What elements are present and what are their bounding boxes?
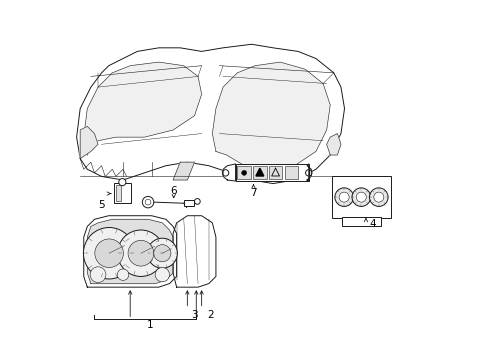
Polygon shape: [87, 219, 173, 284]
Polygon shape: [223, 164, 235, 181]
Circle shape: [194, 199, 200, 204]
Circle shape: [128, 240, 153, 266]
Circle shape: [369, 188, 387, 206]
Circle shape: [119, 179, 125, 186]
Circle shape: [155, 267, 169, 282]
Text: 6: 6: [170, 186, 177, 197]
Circle shape: [142, 197, 153, 208]
Polygon shape: [173, 216, 216, 287]
Circle shape: [339, 192, 348, 202]
Polygon shape: [77, 44, 344, 184]
Bar: [114, 183, 130, 203]
Polygon shape: [306, 164, 311, 181]
Bar: [331, 176, 390, 217]
Polygon shape: [255, 168, 263, 176]
Text: 4: 4: [368, 219, 375, 229]
Bar: [235, 164, 308, 181]
Circle shape: [373, 192, 383, 202]
Text: 5: 5: [98, 200, 105, 210]
Bar: [341, 217, 380, 226]
Polygon shape: [326, 134, 340, 155]
Text: 2: 2: [207, 310, 213, 320]
Circle shape: [241, 170, 246, 175]
Polygon shape: [212, 62, 329, 169]
Text: 1: 1: [146, 320, 153, 330]
Circle shape: [95, 239, 123, 267]
Polygon shape: [83, 62, 201, 155]
Circle shape: [90, 267, 106, 283]
Bar: [253, 166, 266, 179]
Bar: [284, 166, 298, 179]
Circle shape: [83, 228, 135, 279]
Circle shape: [351, 188, 370, 206]
Polygon shape: [83, 216, 176, 287]
Text: 3: 3: [191, 310, 198, 320]
Bar: [237, 166, 250, 179]
Polygon shape: [173, 162, 194, 180]
Circle shape: [153, 245, 171, 262]
Circle shape: [356, 192, 366, 202]
Polygon shape: [80, 126, 98, 158]
Bar: [116, 185, 121, 201]
Circle shape: [334, 188, 353, 206]
Bar: [268, 166, 282, 179]
Circle shape: [118, 230, 164, 276]
Circle shape: [147, 238, 177, 268]
Bar: [183, 200, 193, 206]
Circle shape: [117, 269, 128, 280]
Text: 7: 7: [249, 188, 256, 198]
